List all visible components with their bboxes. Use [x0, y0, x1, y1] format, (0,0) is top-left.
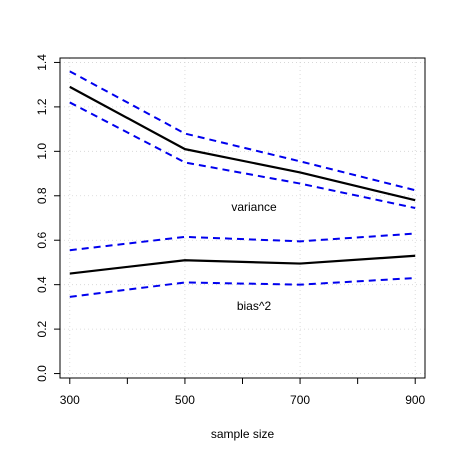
y-tick-label: 0.6	[35, 232, 49, 249]
y-tick-label: 1.4	[35, 54, 49, 71]
y-tick-label: 0.4	[35, 276, 49, 293]
x-tick-label: 700	[290, 393, 310, 407]
plot-frame	[59, 57, 426, 379]
series-line-6	[69, 277, 416, 298]
series-line-2	[69, 70, 416, 192]
series-line-4	[69, 254, 416, 275]
x-tick-label: 900	[405, 393, 425, 407]
y-tick-label: 0.8	[35, 187, 49, 204]
series-line-3	[69, 101, 416, 209]
series-group	[69, 70, 416, 298]
series-line-5	[69, 232, 416, 252]
y-tick-label: 0.0	[35, 365, 49, 382]
x-axis: 300 500 700 900	[60, 378, 426, 407]
annotation-label: bias^2	[237, 299, 272, 313]
x-tick-label: 300	[60, 393, 80, 407]
y-tick-label: 1.2	[35, 98, 49, 115]
y-tick-label: 0.2	[35, 320, 49, 337]
y-axis: 0.0 0.2 0.4 0.6 0.8 1.0 1.2 1.4	[35, 54, 60, 382]
grid	[60, 58, 425, 378]
x-axis-title: sample size	[211, 427, 275, 441]
annotation-label: variance	[231, 200, 277, 214]
series-line-1	[69, 85, 416, 202]
annotations: variance bias^2	[231, 200, 277, 313]
x-tick-label: 500	[175, 393, 195, 407]
y-tick-label: 1.0	[35, 143, 49, 160]
